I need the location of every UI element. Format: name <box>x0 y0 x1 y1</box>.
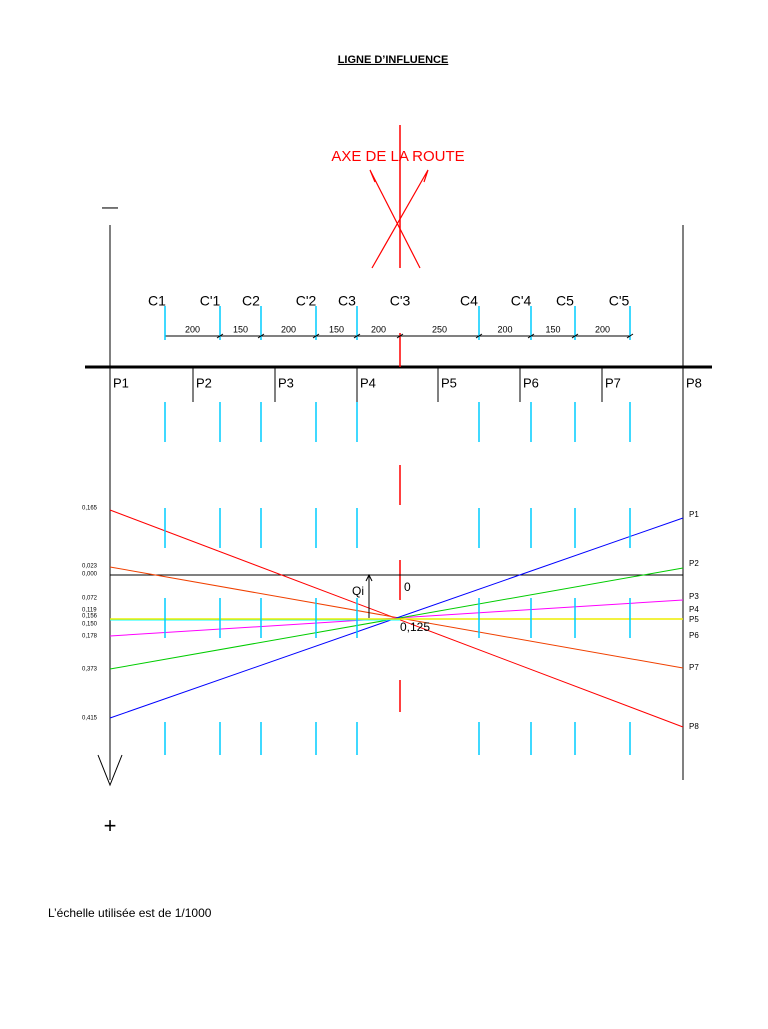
right-label: P5 <box>689 615 699 624</box>
dimension-tick <box>626 333 634 339</box>
road-axis-label: AXE DE LA ROUTE <box>331 148 464 165</box>
spacing-label: 250 <box>432 324 447 334</box>
pile-label: P3 <box>278 375 294 390</box>
right-label: P1 <box>689 510 699 519</box>
annotation-zero: 0 <box>404 580 411 594</box>
right-label: P6 <box>689 631 699 640</box>
right-label: P7 <box>689 663 699 672</box>
bottom-arrow <box>97 754 123 787</box>
dimension-tick <box>216 333 224 339</box>
right-label: P8 <box>689 722 699 731</box>
spacing-label: 150 <box>233 324 248 334</box>
pile-label: P1 <box>113 375 129 390</box>
sign-minus: — <box>102 199 118 216</box>
column-label: C'1 <box>200 293 221 309</box>
spacing-label: 150 <box>329 324 344 334</box>
left-value: 0,156 <box>82 614 98 620</box>
left-value: 0,072 <box>82 596 98 602</box>
left-value: 0,000 <box>82 572 98 578</box>
left-value: 0,178 <box>82 634 98 640</box>
right-label: P4 <box>689 605 699 614</box>
spacing-label: 200 <box>185 324 200 334</box>
left-value: 0,119 <box>82 608 97 614</box>
spacing-label: 200 <box>497 324 512 334</box>
spacing-label: 150 <box>545 324 560 334</box>
column-label: C'2 <box>296 293 317 309</box>
column-label: C2 <box>242 293 260 309</box>
left-value: 0,150 <box>82 622 98 628</box>
pile-label: P4 <box>360 375 376 390</box>
qi-arrow <box>365 573 373 618</box>
dimension-tick <box>353 333 361 339</box>
left-value: 0,165 <box>82 506 98 512</box>
column-label: C3 <box>338 293 356 309</box>
dimension-tick <box>475 333 483 339</box>
column-label: C'3 <box>390 293 411 309</box>
dimension-tick <box>527 333 535 339</box>
spacing-label: 200 <box>371 324 386 334</box>
column-label: C'4 <box>511 293 532 309</box>
sign-plus: + <box>104 813 117 838</box>
pile-label: P2 <box>196 375 212 390</box>
column-label: C4 <box>460 293 478 309</box>
right-label: P2 <box>689 559 699 568</box>
influence-line-p1 <box>109 517 684 719</box>
dimension-tick <box>312 333 320 339</box>
pile-label: P8 <box>686 375 702 390</box>
annotation-qi: Qi <box>352 584 364 598</box>
pile-label: P6 <box>523 375 539 390</box>
road-axis-cross <box>369 169 429 269</box>
spacing-label: 200 <box>595 324 610 334</box>
column-label: C'5 <box>609 293 630 309</box>
pile-label: P7 <box>605 375 621 390</box>
annotation-center: 0,125 <box>400 620 430 634</box>
column-label: C5 <box>556 293 574 309</box>
spacing-label: 200 <box>281 324 296 334</box>
right-label: P3 <box>689 592 699 601</box>
pile-label: P5 <box>441 375 457 390</box>
dimension-tick <box>396 333 404 339</box>
column-label: C1 <box>148 293 166 309</box>
dimension-tick <box>257 333 265 339</box>
title: LIGNE D’INFLUENCE <box>338 54 449 66</box>
dimension-tick <box>571 333 579 339</box>
left-value: 0,023 <box>82 564 98 570</box>
left-value: 0,415 <box>82 716 98 722</box>
left-value: 0,373 <box>82 667 98 673</box>
footer: L’échelle utilisée est de 1/1000 <box>48 906 212 920</box>
